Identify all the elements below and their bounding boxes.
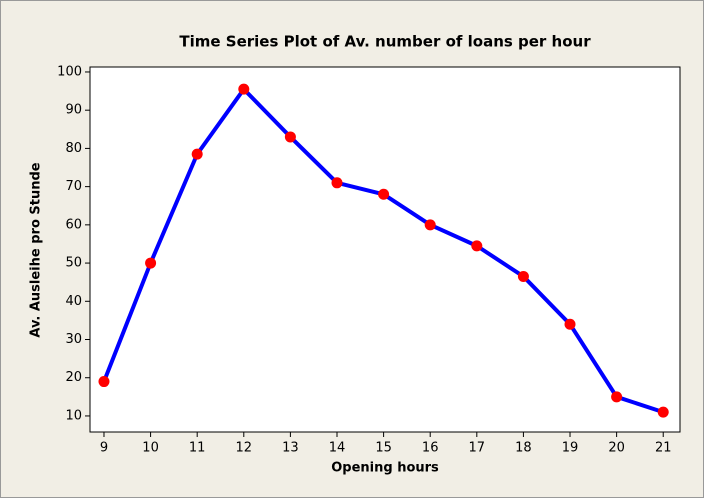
x-tick-label: 13 (282, 441, 299, 456)
marker (517, 270, 529, 282)
x-tick-label: 9 (100, 441, 108, 456)
marker (145, 257, 157, 269)
marker (284, 131, 296, 143)
marker (471, 240, 483, 252)
chart-title: Time Series Plot of Av. number of loans … (179, 33, 591, 51)
marker (98, 376, 110, 388)
y-tick-label: 30 (65, 332, 82, 347)
x-tick-label: 21 (655, 441, 672, 456)
x-tick-label: 11 (189, 441, 206, 456)
marker (424, 219, 436, 231)
marker (611, 391, 623, 403)
y-axis-label: Av. Ausleihe pro Stunde (29, 162, 44, 337)
x-tick-label: 12 (236, 441, 253, 456)
y-tick-label: 100 (57, 64, 82, 79)
y-tick-label: 40 (65, 294, 82, 309)
x-tick-label: 18 (515, 441, 532, 456)
y-tick-label: 10 (65, 408, 82, 423)
x-tick-label: 20 (608, 441, 625, 456)
y-tick-label: 90 (65, 103, 82, 118)
x-tick-label: 19 (562, 441, 579, 456)
x-tick-label: 16 (422, 441, 439, 456)
x-axis-label: Opening hours (331, 461, 439, 476)
plot-area (89, 66, 681, 433)
marker (191, 148, 203, 160)
x-tick-label: 14 (329, 441, 346, 456)
marker (238, 83, 250, 95)
x-tick-label: 17 (469, 441, 486, 456)
y-tick-label: 70 (65, 179, 82, 194)
x-tick-label: 10 (142, 441, 159, 456)
marker (564, 318, 576, 330)
y-tick-label: 20 (65, 370, 82, 385)
marker (331, 177, 343, 189)
y-tick-label: 50 (65, 256, 82, 271)
marker (378, 188, 390, 200)
y-tick-label: 60 (65, 217, 82, 232)
y-tick-label: 80 (65, 141, 82, 156)
marker (657, 406, 669, 418)
x-tick-label: 15 (375, 441, 392, 456)
